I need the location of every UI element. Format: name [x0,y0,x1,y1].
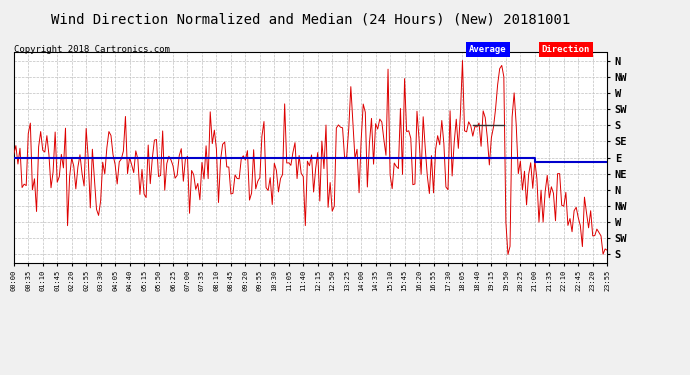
Text: Wind Direction Normalized and Median (24 Hours) (New) 20181001: Wind Direction Normalized and Median (24… [51,12,570,26]
Text: Average: Average [469,45,507,54]
Text: Copyright 2018 Cartronics.com: Copyright 2018 Cartronics.com [14,45,170,54]
Text: Direction: Direction [542,45,590,54]
